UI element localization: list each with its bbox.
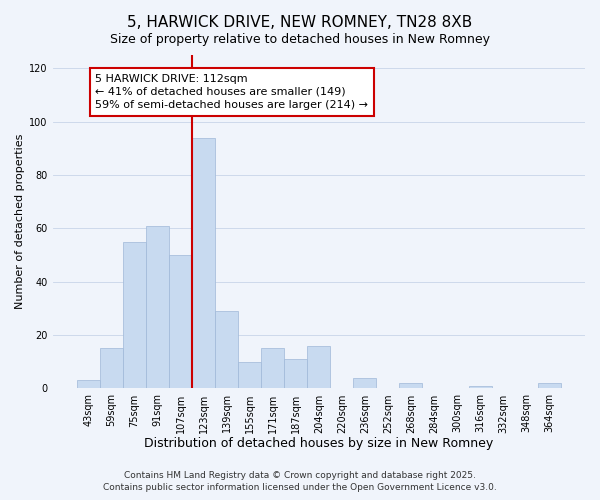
Bar [192,138,215,388]
Bar [169,255,192,388]
Bar [353,378,376,388]
Bar [77,380,100,388]
Bar [100,348,123,389]
Bar [238,362,261,388]
Bar [400,383,422,388]
Bar [307,346,330,389]
Text: 5, HARWICK DRIVE, NEW ROMNEY, TN28 8XB: 5, HARWICK DRIVE, NEW ROMNEY, TN28 8XB [127,15,473,30]
Text: Contains HM Land Registry data © Crown copyright and database right 2025.
Contai: Contains HM Land Registry data © Crown c… [103,471,497,492]
Text: 5 HARWICK DRIVE: 112sqm
← 41% of detached houses are smaller (149)
59% of semi-d: 5 HARWICK DRIVE: 112sqm ← 41% of detache… [95,74,368,110]
Bar [261,348,284,389]
Bar [146,226,169,388]
X-axis label: Distribution of detached houses by size in New Romney: Distribution of detached houses by size … [144,437,493,450]
Y-axis label: Number of detached properties: Number of detached properties [15,134,25,310]
Text: Size of property relative to detached houses in New Romney: Size of property relative to detached ho… [110,32,490,46]
Bar [469,386,491,388]
Bar [538,383,561,388]
Bar [284,359,307,388]
Bar [123,242,146,388]
Bar [215,311,238,388]
